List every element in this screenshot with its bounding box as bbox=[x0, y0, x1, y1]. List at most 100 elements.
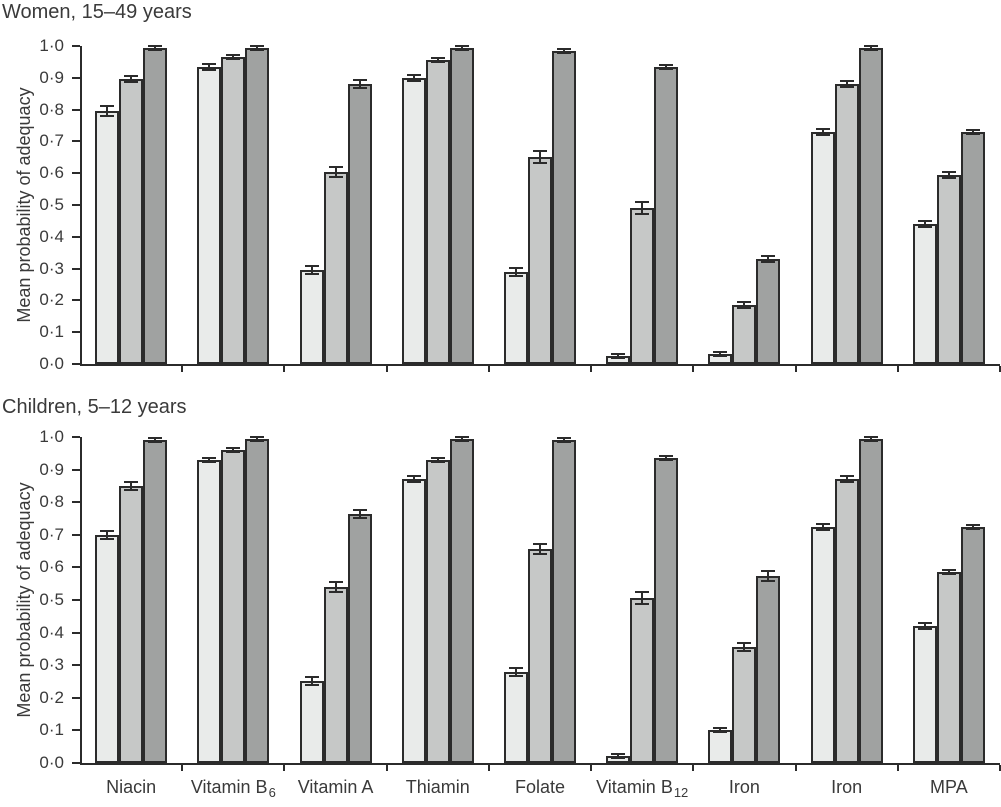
panel-title-women: Women, 15–49 years bbox=[2, 1, 192, 23]
bar-mid-grey bbox=[835, 84, 859, 364]
category-label: Vitamin B12 bbox=[572, 777, 712, 800]
error-bar-line bbox=[719, 728, 721, 732]
error-bar-cap-top bbox=[942, 171, 956, 173]
y-tick-label: 0·3 bbox=[39, 258, 64, 278]
error-bar-cap-bottom bbox=[761, 261, 775, 263]
error-bar-cap-top bbox=[305, 676, 319, 678]
error-bar-cap-top bbox=[148, 45, 162, 47]
error-bar-cap-top bbox=[533, 150, 547, 152]
bar-dark-grey bbox=[552, 440, 576, 763]
bar-mid-grey bbox=[221, 450, 245, 763]
bar-dark-grey bbox=[245, 439, 269, 763]
category-label-text: Iron bbox=[728, 777, 760, 797]
y-axis-tick bbox=[72, 599, 80, 601]
error-bar-cap-top bbox=[100, 105, 114, 107]
y-tick-label: 0·1 bbox=[39, 322, 64, 342]
bar-dark-grey bbox=[552, 51, 576, 364]
error-bar-cap-bottom bbox=[942, 573, 956, 575]
bar-dark-grey bbox=[450, 439, 474, 763]
error-bar-cap-bottom bbox=[611, 757, 625, 759]
error-bar-line bbox=[563, 49, 565, 53]
x-axis-tick bbox=[385, 366, 388, 372]
error-bar-cap-bottom bbox=[713, 731, 727, 733]
error-bar-cap-bottom bbox=[557, 441, 571, 443]
error-bar-cap-bottom bbox=[840, 481, 854, 483]
error-bar-cap-bottom bbox=[431, 461, 445, 463]
y-tick-label: 0·5 bbox=[39, 590, 64, 609]
error-bar-cap-bottom bbox=[918, 226, 932, 228]
error-bar-line bbox=[359, 80, 361, 88]
error-bar-line bbox=[311, 266, 313, 274]
error-bar-cap-top bbox=[353, 509, 367, 511]
error-bar-line bbox=[822, 129, 824, 135]
error-bar-line bbox=[413, 75, 415, 81]
error-bar-cap-bottom bbox=[713, 355, 727, 357]
error-bar-line bbox=[106, 106, 108, 116]
error-bar-line bbox=[311, 677, 313, 685]
x-axis-tick bbox=[896, 366, 899, 372]
error-bar-cap-bottom bbox=[966, 528, 980, 530]
error-bar-cap-top bbox=[226, 447, 240, 449]
y-tick-label: 0·6 bbox=[39, 557, 64, 577]
category-label-text: Folate bbox=[514, 777, 566, 797]
error-bar-cap-bottom bbox=[966, 133, 980, 135]
error-bar-cap-bottom bbox=[942, 177, 956, 179]
y-tick-label: 0·7 bbox=[39, 524, 64, 544]
error-bar-line bbox=[665, 65, 667, 69]
x-axis-tick bbox=[283, 366, 286, 372]
category-label: MPA bbox=[879, 777, 1001, 798]
error-bar-line bbox=[256, 46, 258, 50]
error-bar-cap-top bbox=[864, 45, 878, 47]
error-bar-cap-top bbox=[918, 622, 932, 624]
bar-mid-grey bbox=[119, 79, 143, 364]
error-bar-cap-bottom bbox=[148, 49, 162, 51]
error-bar-cap-bottom bbox=[305, 273, 319, 275]
bar-mid-grey bbox=[528, 157, 552, 364]
y-tick-label: 0·2 bbox=[39, 687, 64, 707]
error-bar-cap-top bbox=[659, 64, 673, 66]
bar-dark-grey bbox=[143, 440, 167, 763]
error-bar-cap-bottom bbox=[250, 440, 264, 442]
x-axis-tick bbox=[487, 765, 490, 771]
category-label: Niacin bbox=[61, 777, 201, 798]
error-bar-cap-bottom bbox=[864, 440, 878, 442]
error-bar-line bbox=[539, 151, 541, 163]
x-axis-tick bbox=[385, 765, 388, 771]
category-label-text: Vitamin B bbox=[596, 777, 673, 797]
bar-dark-grey bbox=[756, 259, 780, 364]
category-label: Iron bbox=[777, 777, 917, 798]
error-bar-cap-top bbox=[329, 581, 343, 583]
error-bar-line bbox=[232, 55, 234, 59]
error-bar-line bbox=[870, 46, 872, 50]
error-bar-cap-top bbox=[148, 437, 162, 439]
error-bar-cap-top bbox=[250, 436, 264, 438]
error-bar-cap-top bbox=[124, 75, 138, 77]
bar-dark-grey bbox=[654, 458, 678, 763]
error-bar-cap-top bbox=[840, 80, 854, 82]
bar-dark-grey bbox=[756, 576, 780, 763]
error-bar-line bbox=[767, 571, 769, 581]
category-label-text: Vitamin B bbox=[190, 777, 268, 797]
error-bar-line bbox=[256, 437, 258, 441]
y-tick-label: 0·5 bbox=[39, 195, 64, 214]
y-axis-tick bbox=[72, 204, 80, 206]
error-bar-cap-top bbox=[455, 436, 469, 438]
bar-light-grey bbox=[95, 535, 119, 763]
error-bar-cap-top bbox=[713, 351, 727, 353]
error-bar-cap-bottom bbox=[509, 275, 523, 277]
error-bar-line bbox=[948, 570, 950, 574]
error-bar-cap-bottom bbox=[100, 115, 114, 117]
error-bar-cap-bottom bbox=[816, 529, 830, 531]
x-axis-tick bbox=[794, 366, 797, 372]
error-bar-line bbox=[130, 76, 132, 82]
y-axis-tick bbox=[72, 664, 80, 667]
error-bar-line bbox=[563, 438, 565, 442]
bar-mid-grey bbox=[426, 60, 450, 364]
bar-light-grey bbox=[197, 460, 221, 763]
error-bar-cap-bottom bbox=[202, 69, 216, 71]
y-axis-tick bbox=[72, 140, 80, 143]
error-bar-cap-bottom bbox=[226, 451, 240, 453]
y-axis-tick bbox=[72, 696, 80, 699]
bar-mid-grey bbox=[426, 460, 450, 763]
error-bar-line bbox=[870, 437, 872, 441]
